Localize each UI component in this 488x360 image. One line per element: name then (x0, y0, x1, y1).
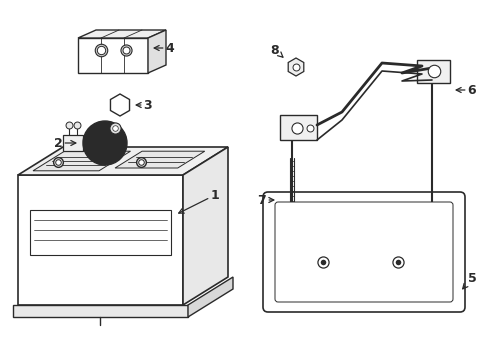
Text: 4: 4 (154, 41, 174, 54)
Polygon shape (148, 30, 165, 73)
Polygon shape (18, 175, 183, 305)
Polygon shape (13, 305, 187, 317)
Polygon shape (187, 277, 232, 317)
Text: 3: 3 (136, 99, 152, 112)
Polygon shape (183, 147, 227, 305)
FancyBboxPatch shape (263, 192, 464, 312)
Polygon shape (78, 30, 165, 38)
Polygon shape (63, 135, 83, 151)
Text: 5: 5 (462, 271, 475, 289)
Circle shape (92, 130, 118, 156)
Text: 6: 6 (455, 84, 475, 96)
Polygon shape (280, 115, 316, 140)
Text: 2: 2 (54, 136, 76, 149)
Polygon shape (78, 38, 148, 73)
Polygon shape (110, 94, 129, 116)
Polygon shape (287, 58, 303, 76)
Polygon shape (115, 151, 204, 168)
Polygon shape (18, 147, 227, 175)
Polygon shape (416, 60, 449, 83)
Text: 7: 7 (257, 194, 273, 207)
Polygon shape (30, 210, 171, 255)
Text: 8: 8 (270, 44, 283, 57)
Polygon shape (33, 151, 130, 171)
Circle shape (83, 121, 127, 165)
Text: 1: 1 (179, 189, 219, 213)
FancyBboxPatch shape (274, 202, 452, 302)
